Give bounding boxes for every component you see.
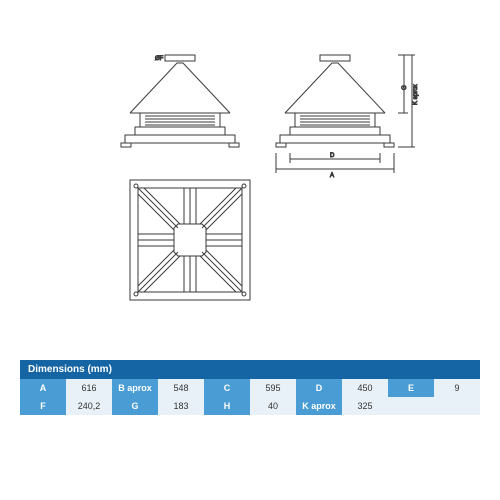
dim-value: 548 <box>158 379 204 397</box>
table-title: Dimensions (mm) <box>20 360 480 379</box>
dim-value: 183 <box>158 397 204 415</box>
technical-drawing: ØF <box>20 40 480 320</box>
dim-label: H <box>204 397 250 415</box>
dimensions-table: Dimensions (mm) A616B aprox548C595D450E9… <box>20 360 480 415</box>
dim-value: 616 <box>66 379 112 397</box>
dim-value: 325 <box>342 397 388 415</box>
table-row: A616B aprox548C595D450E9 <box>20 379 480 397</box>
dim-label: A <box>20 379 66 397</box>
dim-label: D <box>296 379 342 397</box>
dim-value: 450 <box>342 379 388 397</box>
dim-label: C <box>204 379 250 397</box>
svg-text:G: G <box>402 85 408 90</box>
dim-value: 9 <box>434 379 480 397</box>
dim-value: 40 <box>250 397 296 415</box>
svg-text:K aprox: K aprox <box>413 84 419 105</box>
table-row: F240,2G183H40K aprox325 <box>20 397 480 415</box>
svg-text:D: D <box>330 153 335 159</box>
dim-value: 240,2 <box>66 397 112 415</box>
dim-label: F <box>20 397 66 415</box>
dim-value: 595 <box>250 379 296 397</box>
dim-label <box>388 397 434 415</box>
dim-value <box>434 397 480 415</box>
svg-text:A: A <box>330 173 334 179</box>
dim-label: K aprox <box>296 397 342 415</box>
svg-text:ØF: ØF <box>155 56 164 62</box>
dim-label: G <box>112 397 158 415</box>
dim-label: B aprox <box>112 379 158 397</box>
dim-label: E <box>388 379 434 397</box>
